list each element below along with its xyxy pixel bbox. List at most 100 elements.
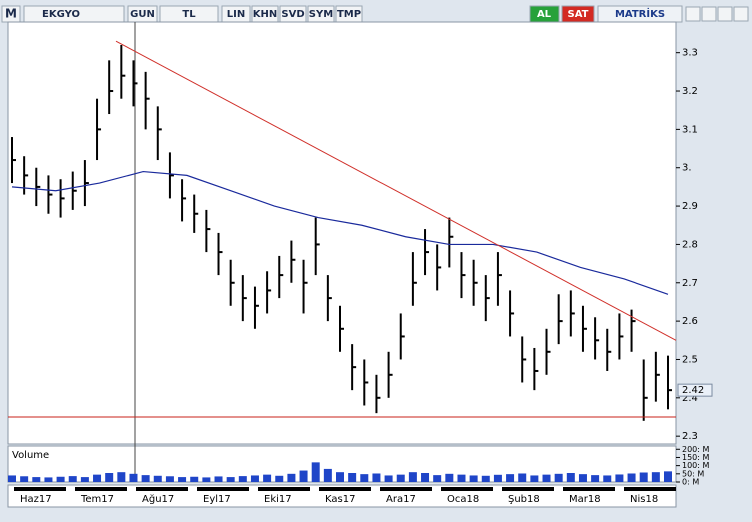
brand: MATRİKS — [615, 6, 665, 20]
volume-bar — [566, 473, 575, 482]
volume-bar — [360, 474, 369, 482]
volume-bar — [396, 474, 405, 482]
trendline — [115, 40, 677, 341]
volume-y-tick-label: 50: M — [682, 469, 704, 478]
volume-bar — [275, 475, 284, 482]
x-axis-strip — [624, 487, 676, 491]
volume-bar — [578, 474, 587, 482]
volume-bar — [348, 473, 357, 482]
volume-bar — [530, 475, 539, 482]
volume-bar — [445, 473, 454, 482]
x-axis-strip — [258, 487, 310, 491]
x-axis-strip — [441, 487, 493, 491]
toolbar-button-label: SVD — [281, 9, 304, 20]
volume-bar — [481, 475, 490, 482]
x-tick-label: Eyl17 — [203, 494, 231, 505]
toolbar-button-label: LIN — [227, 9, 245, 20]
volume-bar — [299, 470, 308, 482]
volume-bar — [457, 474, 466, 482]
volume-bar — [117, 472, 126, 482]
volume-bar — [202, 477, 211, 482]
sell-label: SAT — [568, 9, 589, 20]
x-tick-label: Nis18 — [630, 494, 658, 505]
x-axis-strip — [319, 487, 371, 491]
buy-label: AL — [537, 9, 552, 20]
volume-bar — [226, 477, 235, 482]
x-tick-label: Eki17 — [264, 494, 292, 505]
y-tick-label: 2.4 — [682, 393, 698, 404]
toolbar-button-label: KHN — [253, 9, 278, 20]
x-axis-strip — [136, 487, 188, 491]
last-price-label: 2.42 — [682, 385, 704, 396]
volume-bar — [506, 474, 515, 482]
volume-bar — [8, 475, 16, 482]
x-tick-label: Ara17 — [386, 494, 416, 505]
volume-bar — [32, 477, 41, 482]
volume-bar — [372, 473, 381, 482]
price-panel — [7, 21, 677, 445]
volume-bar — [190, 476, 199, 482]
logo: M — [5, 7, 17, 21]
toolbar-button-label: SYM — [309, 9, 333, 20]
volume-bar — [153, 475, 162, 482]
volume-bar — [651, 472, 660, 482]
volume-bar — [664, 471, 672, 482]
x-axis-strip — [502, 487, 554, 491]
symbol: EKGYO — [42, 9, 80, 20]
close-button[interactable] — [733, 6, 749, 22]
x-tick-label: Şub18 — [508, 494, 540, 505]
x-tick-label: Haz17 — [20, 494, 52, 505]
x-tick-label: Tem17 — [80, 494, 114, 505]
volume-bar — [129, 473, 138, 482]
volume-bar — [263, 474, 272, 482]
volume-bar — [408, 472, 417, 482]
minimize-button[interactable] — [685, 6, 701, 22]
y-tick-label: 3.2 — [682, 86, 698, 97]
x-axis-strip — [75, 487, 127, 491]
volume-bar — [20, 476, 29, 482]
volume-bar — [627, 473, 636, 482]
volume-bar — [518, 473, 527, 482]
x-axis-strip — [197, 487, 249, 491]
x-axis-strip — [380, 487, 432, 491]
volume-bar — [493, 474, 502, 482]
volume-bar — [603, 475, 612, 482]
volume-bar — [105, 473, 114, 482]
y-tick-label: 2.8 — [682, 239, 698, 250]
volume-bar — [554, 473, 563, 482]
volume-bar — [44, 477, 53, 482]
volume-bar — [80, 477, 89, 482]
volume-bar — [384, 475, 393, 482]
volume-title: Volume — [12, 450, 49, 461]
volume-y-tick-label: 200: M — [682, 445, 710, 454]
volume-bar — [421, 473, 430, 482]
volume-y-tick-label: 0: M — [682, 478, 699, 487]
moving-average — [11, 170, 669, 295]
last-price-box — [677, 383, 713, 397]
volume-bar — [311, 462, 320, 482]
volume-bar — [469, 475, 478, 482]
volume-bar — [165, 476, 174, 482]
maximize-button[interactable] — [701, 6, 717, 22]
restore-button[interactable] — [717, 6, 733, 22]
y-tick-label: 3.3 — [682, 48, 698, 59]
x-tick-label: Oca18 — [447, 494, 479, 505]
volume-bar — [287, 473, 296, 482]
volume-bar — [615, 474, 624, 482]
x-axis-strip — [563, 487, 615, 491]
y-tick-label: 3. — [682, 163, 692, 174]
volume-y-tick-label: 100: M — [682, 461, 710, 470]
volume-bar — [141, 475, 150, 482]
y-tick-label: 2.5 — [682, 354, 698, 365]
volume-bar — [214, 476, 223, 482]
volume-y-tick-label: 150: M — [682, 453, 710, 462]
toolbar-button-label: TMP — [337, 9, 361, 20]
x-tick-label: Mar18 — [569, 494, 601, 505]
volume-bar — [93, 474, 102, 482]
x-tick-label: Ağu17 — [142, 493, 174, 505]
y-tick-label: 2.7 — [682, 278, 698, 289]
volume-bar — [542, 474, 551, 482]
volume-bar — [56, 476, 65, 482]
